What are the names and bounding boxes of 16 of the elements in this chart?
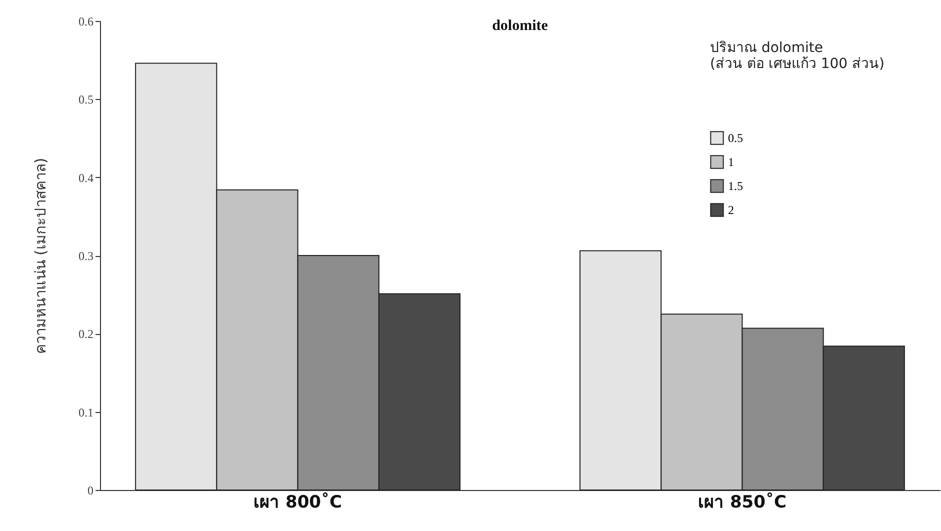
- y-tick-label: 0.1: [78, 405, 94, 420]
- y-tick-label: 0.4: [78, 170, 94, 185]
- y-tick-label: 0: [88, 484, 94, 498]
- x-tick-label: เผา 850˚C: [698, 492, 786, 512]
- y-tick-label: 0.6: [78, 14, 94, 28]
- y-axis-title: ความหนาแน่น (เมกะปาสคาล): [32, 158, 50, 354]
- legend-label: 2: [728, 203, 734, 217]
- x-tick-label: เผา 800˚C: [254, 492, 342, 512]
- y-tick-label: 0.2: [78, 327, 94, 342]
- legend-title: ปริมาณ dolomite (ส่วน ต่อ เศษแก้ว 100 ส่วน): [710, 40, 884, 72]
- y-tick-label: 0.5: [78, 92, 94, 107]
- legend-label: 1.5: [728, 179, 743, 193]
- chart-title: dolomite: [492, 18, 548, 34]
- y-tick-label: 0.3: [78, 249, 94, 263]
- legend-label: 1: [728, 155, 734, 169]
- legend-label: 0.5: [728, 131, 743, 145]
